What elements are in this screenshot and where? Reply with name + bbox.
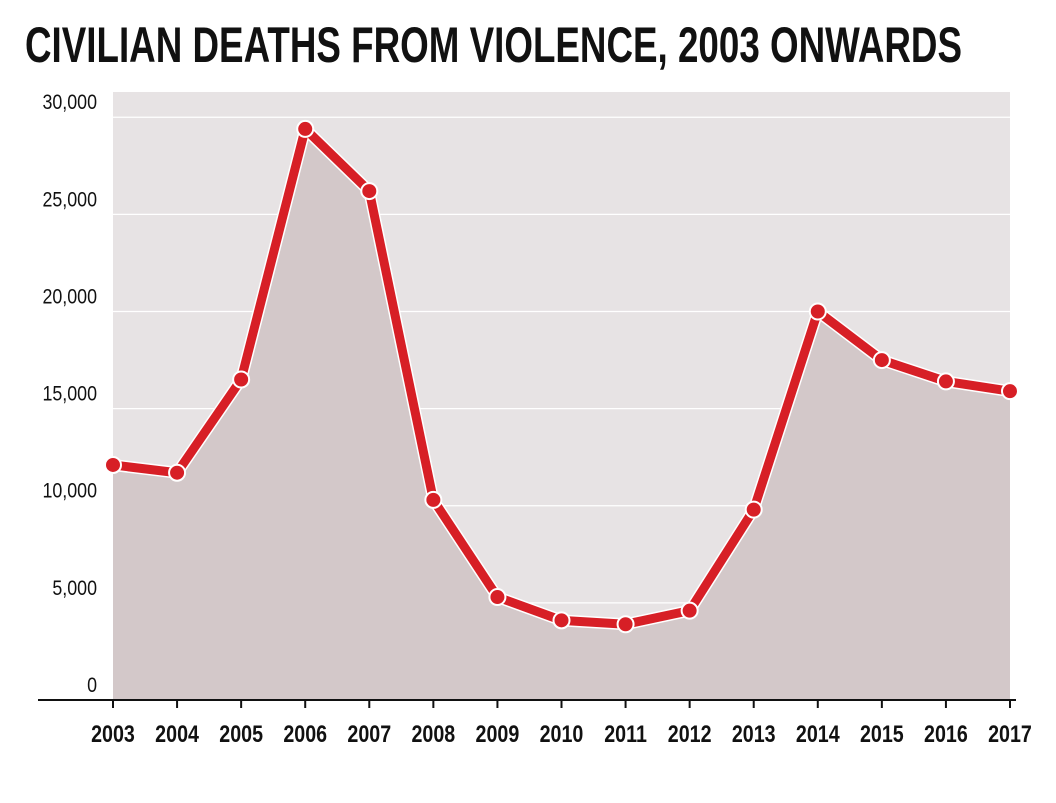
y-tick-label: 5,000 (52, 577, 97, 601)
x-tick-label: 2008 (411, 720, 455, 747)
x-tick-label: 2004 (155, 720, 199, 747)
point (808, 302, 827, 321)
x-tick-label: 2016 (924, 720, 968, 747)
y-tick-label: 10,000 (42, 479, 97, 503)
x-tick-label: 2009 (476, 720, 520, 747)
x-tick-label: 2015 (860, 720, 904, 747)
point (296, 119, 315, 138)
x-tick-label: 2007 (347, 720, 391, 747)
chart-title: CIVILIAN DEATHS FROM VIOLENCE, 2003 ONWA… (25, 17, 962, 73)
x-tick-label: 2012 (668, 720, 712, 747)
y-tick-label: 0 (87, 674, 97, 698)
point (616, 615, 635, 634)
point (360, 182, 379, 201)
x-tick-label: 2010 (540, 720, 584, 747)
x-tick-label: 2014 (796, 720, 840, 747)
y-tick-label: 30,000 (42, 91, 97, 115)
point (872, 351, 891, 370)
point (552, 611, 571, 630)
x-tick-label: 2011 (604, 720, 647, 747)
y-tick-label: 25,000 (42, 188, 97, 212)
point (232, 370, 251, 389)
point (488, 588, 507, 607)
point (104, 455, 122, 474)
x-tick-label: 2003 (91, 720, 135, 747)
y-tick-label: 20,000 (42, 285, 97, 309)
x-tick-label: 2013 (732, 720, 776, 747)
x-tick-label: 2017 (988, 720, 1032, 747)
point (424, 490, 443, 509)
point (936, 372, 955, 391)
x-tick-label: 2005 (219, 720, 263, 747)
point (680, 601, 699, 620)
point (1001, 382, 1019, 401)
area (113, 128, 1010, 700)
x-tick-label: 2006 (283, 720, 327, 747)
point (744, 500, 763, 519)
y-tick-label: 15,000 (42, 382, 97, 406)
point (168, 463, 187, 482)
